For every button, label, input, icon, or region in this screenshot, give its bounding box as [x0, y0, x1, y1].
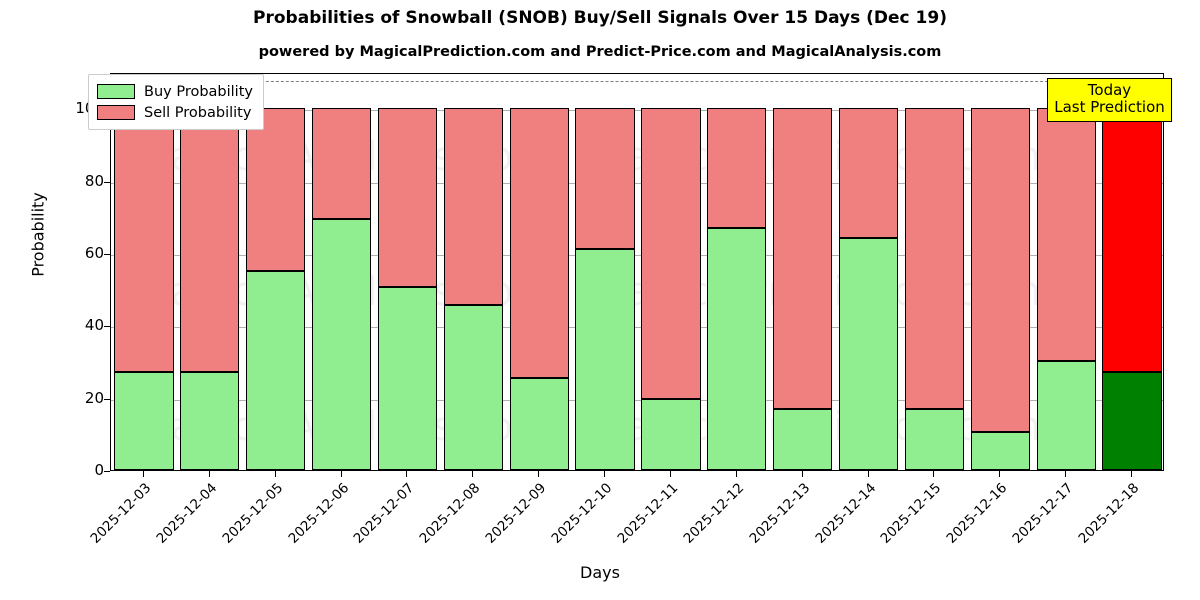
y-tick-label: 40: [84, 316, 104, 335]
bar-group[interactable]: [443, 74, 503, 470]
bar-group[interactable]: [311, 74, 372, 470]
bar-segment-buy[interactable]: [377, 287, 438, 470]
gridline: [111, 327, 1163, 329]
bar-group[interactable]: [1102, 74, 1162, 470]
x-axis-title: Days: [580, 563, 620, 582]
bar-segment-sell[interactable]: [180, 108, 240, 373]
x-tick-mark: [1065, 471, 1067, 477]
bar-group[interactable]: [114, 74, 174, 470]
bar-segment-sell[interactable]: [904, 108, 965, 409]
gridline: [111, 399, 1163, 401]
bar-segment-buy[interactable]: [1102, 372, 1162, 470]
bar-group[interactable]: [904, 74, 965, 470]
y-axis-title: Probability: [28, 192, 48, 277]
bar-series-layer: [111, 74, 1163, 470]
chart-subtitle: powered by MagicalPrediction.com and Pre…: [258, 44, 942, 60]
bar-segment-sell[interactable]: [1102, 108, 1162, 373]
today-annotation-badge: Today Last Prediction: [1047, 78, 1172, 122]
bar-group[interactable]: [575, 74, 635, 470]
x-tick-mark: [801, 471, 803, 477]
y-tick-mark: [104, 181, 110, 183]
bar-segment-sell[interactable]: [114, 108, 174, 373]
bar-segment-buy[interactable]: [246, 271, 306, 470]
gridline: [111, 110, 1163, 112]
bar-segment-buy[interactable]: [773, 408, 833, 470]
bar-group[interactable]: [509, 74, 569, 470]
chart-title: Probabilities of Snowball (SNOB) Buy/Sel…: [253, 8, 947, 28]
bar-segment-buy[interactable]: [904, 408, 965, 470]
bar-group[interactable]: [180, 74, 240, 470]
y-tick-mark: [104, 471, 110, 472]
y-tick-mark: [104, 398, 110, 400]
bar-segment-buy[interactable]: [509, 377, 569, 470]
legend-swatch-buy: [97, 84, 135, 99]
plot-area: MagicalAnalysis.comMagicalPrediction.com…: [110, 73, 1164, 471]
bar-group[interactable]: [641, 74, 701, 470]
bar-segment-buy[interactable]: [838, 238, 899, 470]
bar-segment-buy[interactable]: [575, 249, 635, 470]
x-tick-mark: [208, 471, 210, 477]
bar-segment-sell[interactable]: [1036, 108, 1096, 362]
x-tick-mark: [274, 471, 276, 477]
bar-group[interactable]: [838, 74, 899, 470]
bar-segment-buy[interactable]: [641, 399, 701, 470]
y-tick-label: 0: [94, 461, 104, 479]
x-tick-mark: [340, 471, 342, 477]
y-tick-label: 80: [84, 171, 104, 190]
bar-segment-buy[interactable]: [443, 305, 503, 470]
legend-item-sell: Sell Probability: [97, 102, 253, 123]
gridline: [111, 254, 1163, 256]
x-tick-mark: [735, 471, 737, 477]
y-tick-mark: [104, 326, 110, 328]
x-tick-mark: [538, 471, 540, 477]
bar-segment-sell[interactable]: [838, 108, 899, 239]
x-tick-mark: [999, 471, 1001, 477]
bar-segment-sell[interactable]: [575, 108, 635, 250]
bar-segment-buy[interactable]: [114, 372, 174, 470]
legend-label-buy: Buy Probability: [144, 83, 253, 100]
bar-group[interactable]: [1036, 74, 1096, 470]
gridline: [111, 182, 1163, 184]
x-tick-mark: [406, 471, 408, 477]
chart-legend: Buy Probability Sell Probability: [88, 74, 264, 130]
bar-segment-sell[interactable]: [377, 108, 438, 288]
bar-segment-buy[interactable]: [1036, 361, 1096, 470]
bar-group[interactable]: [707, 74, 767, 470]
bar-segment-sell[interactable]: [443, 108, 503, 306]
bar-segment-buy[interactable]: [707, 227, 767, 470]
bar-segment-buy[interactable]: [970, 432, 1030, 470]
bar-segment-buy[interactable]: [311, 218, 372, 470]
x-tick-mark: [933, 471, 935, 477]
legend-label-sell: Sell Probability: [144, 104, 252, 121]
bar-group[interactable]: [377, 74, 438, 470]
bar-group[interactable]: [970, 74, 1030, 470]
bar-group[interactable]: [773, 74, 833, 470]
bar-segment-buy[interactable]: [180, 372, 240, 470]
bar-group[interactable]: [246, 74, 306, 470]
bar-segment-sell[interactable]: [641, 108, 701, 400]
x-tick-mark: [142, 471, 144, 477]
bar-segment-sell[interactable]: [311, 108, 372, 219]
legend-item-buy: Buy Probability: [97, 81, 253, 102]
bar-segment-sell[interactable]: [509, 108, 569, 378]
legend-swatch-sell: [97, 105, 135, 120]
x-tick-mark: [604, 471, 606, 477]
y-tick-label: 60: [84, 243, 104, 262]
today-badge-line2: Last Prediction: [1054, 97, 1165, 116]
x-tick-mark: [669, 471, 671, 477]
y-tick-label: 20: [84, 388, 104, 407]
x-tick-mark: [472, 471, 474, 477]
bar-segment-sell[interactable]: [773, 108, 833, 409]
bar-segment-sell[interactable]: [707, 108, 767, 228]
x-tick-mark: [1131, 471, 1133, 477]
today-badge-line1: Today: [1087, 81, 1132, 99]
y-tick-mark: [104, 253, 110, 255]
x-tick-mark: [867, 471, 869, 477]
bar-segment-sell[interactable]: [246, 108, 306, 271]
bar-segment-sell[interactable]: [970, 108, 1030, 433]
upper-limit-dashed-line: [111, 81, 1163, 83]
